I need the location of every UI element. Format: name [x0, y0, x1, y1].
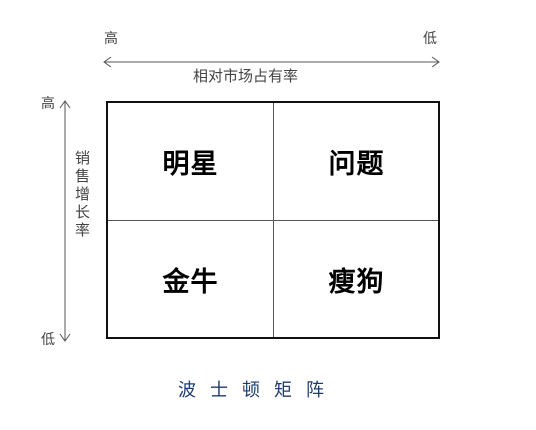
bcg-matrix: 明星 问题 金牛 瘦狗	[106, 101, 440, 339]
quadrant-dog-label: 瘦狗	[328, 267, 385, 298]
x-axis-title: 相对市场占有率	[193, 67, 299, 85]
y-axis-arrow	[59, 100, 71, 342]
y-axis-low-label: 低	[41, 332, 55, 348]
matrix-horizontal-divider	[108, 220, 438, 221]
x-axis-high-label: 高	[104, 31, 118, 47]
quadrant-cash-cow-label: 金牛	[162, 267, 219, 298]
quadrant-star: 明星	[108, 103, 273, 220]
quadrant-star-label: 明星	[162, 149, 219, 180]
quadrant-cash-cow: 金牛	[108, 221, 273, 338]
quadrant-question: 问题	[274, 103, 439, 220]
y-axis-high-label: 高	[41, 96, 55, 112]
x-axis-low-label: 低	[423, 31, 437, 47]
quadrant-dog: 瘦狗	[274, 221, 439, 338]
diagram-caption: 波士顿矩阵	[178, 380, 338, 401]
quadrant-question-label: 问题	[328, 149, 385, 180]
y-axis-title: 销售增长率	[73, 150, 91, 240]
x-axis-arrow	[103, 56, 440, 68]
